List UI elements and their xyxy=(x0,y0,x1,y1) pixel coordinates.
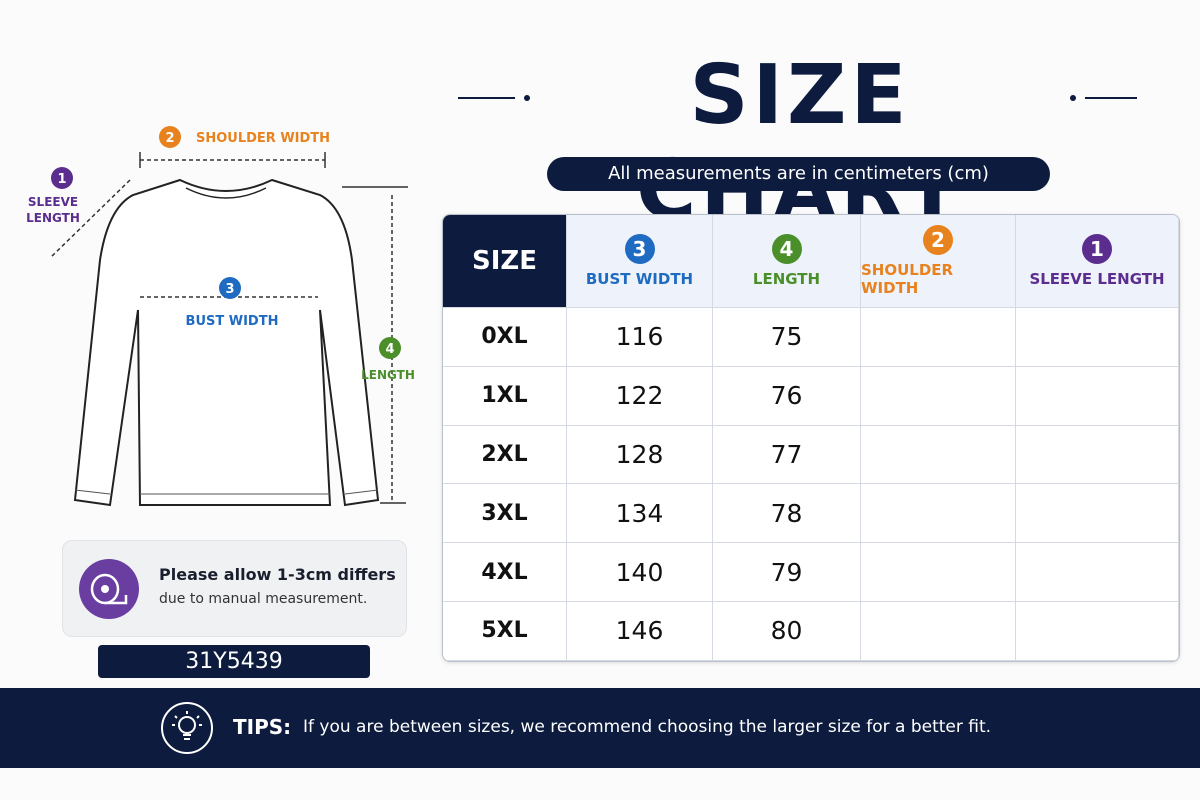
table-cell: 116 xyxy=(567,308,713,367)
tips-bar: TIPS: If you are between sizes, we recom… xyxy=(0,688,1200,768)
table-cell xyxy=(1016,425,1179,485)
header-cell: SIZE xyxy=(443,215,567,308)
table-cell xyxy=(861,308,1016,367)
label: BUST WIDTH xyxy=(186,314,279,329)
table-cell: 2XL xyxy=(443,425,567,485)
table-cell: 79 xyxy=(713,543,861,602)
measurement: 146 xyxy=(615,616,664,646)
size-label: 5XL xyxy=(481,618,528,644)
table-cell xyxy=(1016,602,1179,661)
badge: 3 xyxy=(624,234,655,264)
measurement: 128 xyxy=(615,439,664,469)
measurement: 75 xyxy=(770,322,803,352)
label: LENGTH xyxy=(26,211,80,225)
size-table: SIZE 3 BUST WIDTH 4 LENGTH 2 SHOULDER WIDTH 1 SL… xyxy=(442,214,1180,662)
table-cell: 77 xyxy=(713,425,861,485)
label: SHOULDER WIDTH xyxy=(196,131,330,146)
measurement: 77 xyxy=(770,439,803,469)
table-cell xyxy=(861,366,1016,426)
table-cell: 5XL xyxy=(443,602,567,661)
note: Please allow 1-3cm differs due to manual… xyxy=(62,540,407,637)
label: SLEEVE xyxy=(28,195,78,209)
column-label: SIZE xyxy=(471,246,537,276)
header-cell: 3 BUST WIDTH xyxy=(567,215,713,308)
badge: 3 xyxy=(225,282,234,297)
badge: 1 xyxy=(1082,234,1112,264)
badge: 1 xyxy=(57,172,66,187)
measurement: 122 xyxy=(615,381,664,411)
title-ornament xyxy=(458,95,1137,101)
table-cell xyxy=(861,484,1016,544)
measurement: 79 xyxy=(770,557,803,587)
size-label: 4XL xyxy=(481,559,528,585)
table-cell: 76 xyxy=(713,366,861,426)
note-bold: Please allow 1-3cm differs xyxy=(159,565,396,584)
title: SIZE CHART xyxy=(636,48,960,238)
size-label: 2XL xyxy=(481,441,528,467)
header-cell: 2 SHOULDER WIDTH xyxy=(861,215,1016,308)
table-cell xyxy=(1016,308,1179,367)
measurement: 134 xyxy=(615,498,664,528)
label: LENGTH xyxy=(361,368,415,382)
product-code: 31Y5439 xyxy=(98,645,370,678)
subtitle: All measurements are in centimeters (cm) xyxy=(547,157,1050,191)
badge: 4 xyxy=(771,234,802,264)
measurement: 76 xyxy=(770,381,803,411)
tips-text: If you are between sizes, we recommend c… xyxy=(303,717,992,737)
size-label: 3XL xyxy=(481,500,528,526)
table-cell: 80 xyxy=(713,602,861,661)
table-cell xyxy=(861,602,1016,661)
table-cell xyxy=(861,543,1016,602)
table-cell: 128 xyxy=(567,425,713,485)
column-label: SHOULDER WIDTH xyxy=(861,261,954,297)
table-cell: 4XL xyxy=(443,543,567,602)
badge: 2 xyxy=(165,131,174,146)
column-label: SLEEVE LENGTH xyxy=(1029,270,1165,288)
note-text: due to manual measurement. xyxy=(159,591,368,607)
bulb-icon xyxy=(161,702,213,754)
table-cell xyxy=(1016,484,1179,544)
measurement: 78 xyxy=(770,498,803,528)
header-cell: 4 LENGTH xyxy=(713,215,861,308)
measurement: 116 xyxy=(615,322,664,352)
table-cell: 122 xyxy=(567,366,713,426)
table-cell: 1XL xyxy=(443,366,567,426)
table-cell: 78 xyxy=(713,484,861,544)
table-cell: 140 xyxy=(567,543,713,602)
table-cell: 146 xyxy=(567,602,713,661)
table-cell xyxy=(861,425,1016,485)
table-cell xyxy=(1016,543,1179,602)
header-cell: 1 SLEEVE LENGTH xyxy=(1016,215,1179,308)
column-label: BUST WIDTH xyxy=(585,270,694,288)
shirt-diagram: 1 SLEEVE LENGTH 2 SHOULDER WIDTH 3 BUST … xyxy=(26,126,415,507)
tips-label: TIPS: xyxy=(233,715,292,739)
badge: 2 xyxy=(923,225,953,255)
table-cell: 3XL xyxy=(443,484,567,544)
badge: 4 xyxy=(385,342,394,357)
column-label: LENGTH xyxy=(752,270,821,288)
table-cell: 134 xyxy=(567,484,713,544)
table-cell: 0XL xyxy=(443,308,567,367)
measurement: 140 xyxy=(615,557,664,587)
table-cell: 75 xyxy=(713,308,861,367)
measurement: 80 xyxy=(770,616,803,646)
size-label: 0XL xyxy=(481,324,528,350)
table-cell xyxy=(1016,366,1179,426)
tape-icon xyxy=(79,559,139,619)
size-label: 1XL xyxy=(481,383,528,409)
